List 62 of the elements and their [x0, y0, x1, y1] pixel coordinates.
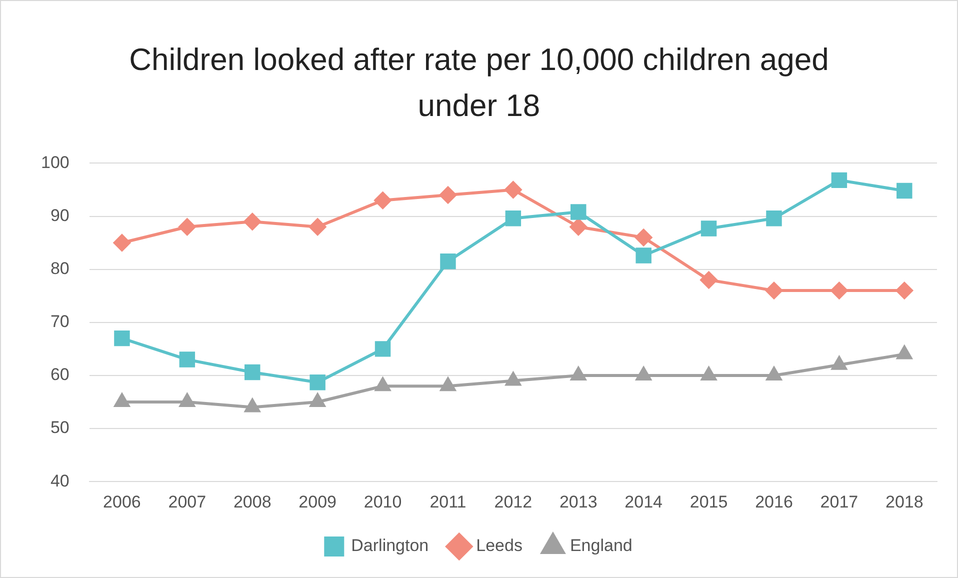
point	[114, 330, 130, 346]
x-tick-label: 2013	[559, 492, 598, 512]
y-tick-label: 70	[50, 312, 70, 332]
y-tick-label: 60	[50, 365, 70, 384]
point	[636, 366, 652, 380]
x-tick-label: 2010	[364, 492, 402, 512]
point	[896, 182, 912, 199]
point	[830, 282, 848, 300]
x-tick-label: 2017	[820, 492, 858, 512]
point	[635, 228, 652, 246]
point	[504, 181, 522, 198]
point	[374, 192, 392, 209]
y-tick-label: 100	[40, 152, 70, 172]
point	[896, 282, 913, 300]
point	[570, 204, 586, 220]
point	[180, 394, 195, 407]
legend-label: Darlington	[351, 536, 429, 556]
x-tick-label: 2015	[690, 492, 728, 512]
y-tick-label: 40	[50, 471, 70, 490]
x-tick-label: 2014	[624, 492, 662, 512]
y-tick-label: 50	[50, 418, 70, 438]
legend-label: Leeds	[476, 536, 522, 556]
point	[766, 210, 782, 226]
point	[439, 186, 456, 204]
x-tick-label: 2006	[103, 492, 141, 512]
x-tick-label: 2018	[885, 492, 924, 512]
point	[178, 218, 196, 236]
point	[896, 346, 912, 360]
point	[701, 366, 716, 380]
point	[374, 341, 391, 357]
point	[244, 213, 261, 230]
point	[506, 372, 521, 386]
point	[700, 271, 718, 288]
point	[440, 378, 456, 392]
point	[765, 282, 782, 300]
chart-title: Children looked after rate per 10,000 children aged under 18	[128, 41, 830, 125]
point	[636, 248, 652, 264]
point	[309, 218, 326, 236]
point	[179, 352, 196, 368]
x-tick-label: 2008	[233, 492, 272, 512]
point	[570, 366, 586, 380]
point	[244, 398, 260, 412]
point	[310, 394, 326, 407]
point	[440, 254, 456, 270]
point	[766, 366, 782, 380]
y-tick-label: 90	[50, 206, 70, 225]
point	[832, 356, 847, 370]
point	[114, 394, 130, 407]
x-tick-label: 2007	[168, 492, 206, 512]
point	[570, 218, 587, 236]
point	[831, 172, 848, 188]
x-tick-label: 2009	[298, 492, 336, 512]
point	[505, 210, 522, 226]
legend-label: England	[570, 536, 632, 556]
y-tick-label: 80	[50, 259, 70, 278]
point	[700, 220, 717, 236]
point	[375, 378, 390, 392]
point	[113, 234, 130, 252]
point	[244, 364, 260, 380]
x-tick-label: 2016	[755, 492, 793, 512]
x-tick-label: 2011	[430, 492, 466, 512]
x-tick-label: 2012	[494, 492, 532, 512]
